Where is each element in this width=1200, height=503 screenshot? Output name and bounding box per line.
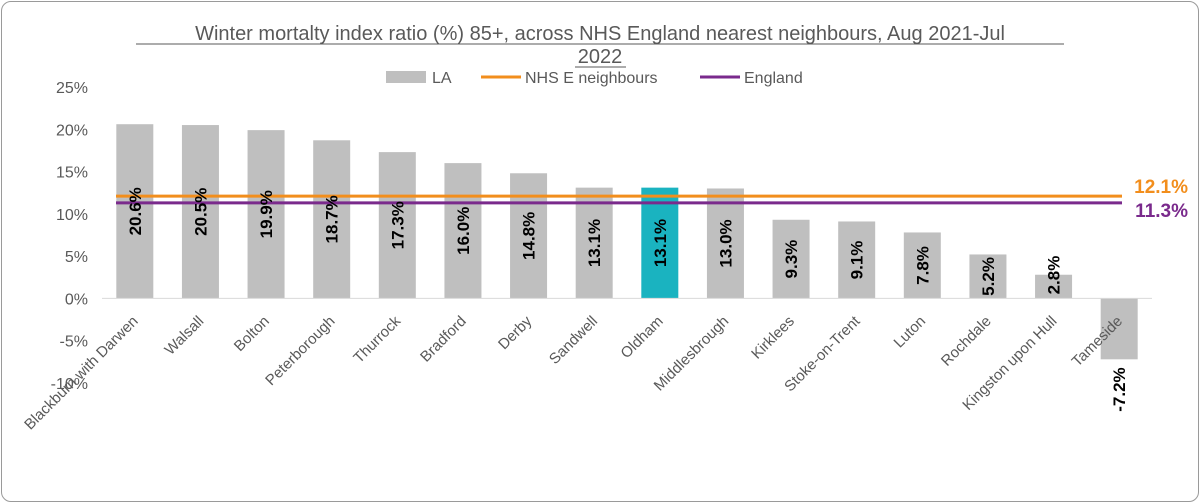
reference-line-label: 11.3% (1135, 201, 1188, 222)
category-label: Sandwell (546, 313, 601, 368)
bar (969, 254, 1007, 299)
category-label: Derby (495, 312, 536, 353)
y-tick-label: -10% (51, 376, 88, 393)
data-label: 2.8% (1045, 256, 1064, 295)
category-label: Oldham (617, 313, 666, 362)
bar (903, 232, 941, 299)
y-tick-label: 10% (56, 207, 88, 224)
data-label: 13.0% (716, 219, 735, 267)
y-tick-label: 5% (65, 249, 88, 266)
bar (575, 187, 613, 299)
bar (116, 124, 154, 299)
category-label: Kirklees (748, 313, 798, 363)
data-label: 18.7% (323, 195, 342, 243)
data-label: 14.8% (520, 212, 539, 260)
data-label: 7.8% (913, 246, 932, 285)
chart-title-line: Winter mortalty index ratio (%) 85+, acr… (195, 23, 1005, 45)
data-label: 9.1% (848, 241, 867, 280)
category-label: Walsall (161, 313, 207, 359)
chart-title: Winter mortalty index ratio (%) 85+, acr… (136, 23, 1064, 68)
y-axis: -10% -5% 0% 5% 10% 15% 20% 25% (51, 80, 88, 393)
data-label: 17.3% (388, 201, 407, 249)
data-label: 13.1% (585, 219, 604, 267)
data-label: 20.6% (126, 187, 145, 235)
category-label: Bolton (231, 313, 273, 355)
legend-swatch-la (386, 71, 426, 83)
bar (772, 219, 810, 299)
category-label: Peterborough (262, 313, 338, 389)
data-labels: 20.6% 20.5% 19.9% 18.7% 17.3% 16.0% 14.8% 13.1%… (126, 187, 1129, 412)
bar (313, 140, 351, 299)
bar (641, 187, 679, 299)
category-label: Rochdale (938, 313, 995, 370)
data-label: 20.5% (191, 188, 210, 236)
legend-label-ref: England (744, 70, 803, 87)
data-label: -7.2% (1110, 367, 1129, 411)
bar (247, 130, 285, 299)
y-tick-label: 15% (56, 165, 88, 182)
category-label: Blackburn with Darwen (21, 313, 141, 433)
category-label: Bradford (417, 313, 470, 366)
category-label: Luton (891, 313, 930, 352)
y-tick-label: 25% (56, 80, 88, 97)
data-label: 13.1% (651, 219, 670, 267)
category-label: Thurrock (350, 312, 404, 366)
reference-line-label: 12.1% (1134, 177, 1188, 198)
reference-lines: 12.1% 11.3% (116, 177, 1188, 222)
bar (838, 221, 876, 299)
chart-legend: LA NHS E neighbours England (386, 70, 803, 87)
bar (444, 163, 482, 299)
data-label: 16.0% (454, 207, 473, 255)
bars (116, 124, 1138, 360)
y-tick-label: 0% (65, 291, 88, 308)
bar (1100, 298, 1138, 360)
legend-label-la: LA (432, 70, 452, 87)
bar (510, 173, 548, 299)
category-labels: Blackburn with Darwen Walsall BoltonPeterb… (21, 312, 1126, 433)
data-label: 19.9% (257, 190, 276, 238)
data-label: 9.3% (782, 240, 801, 279)
y-tick-label: -5% (60, 334, 88, 351)
legend-label-ref: NHS E neighbours (525, 70, 658, 87)
y-tick-label: 20% (56, 122, 88, 139)
chart-title-line: 2022 (578, 46, 623, 68)
bar (181, 125, 219, 299)
bar (378, 152, 416, 299)
bar (1035, 274, 1073, 299)
bar (706, 188, 744, 299)
data-label: 5.2% (979, 257, 998, 296)
